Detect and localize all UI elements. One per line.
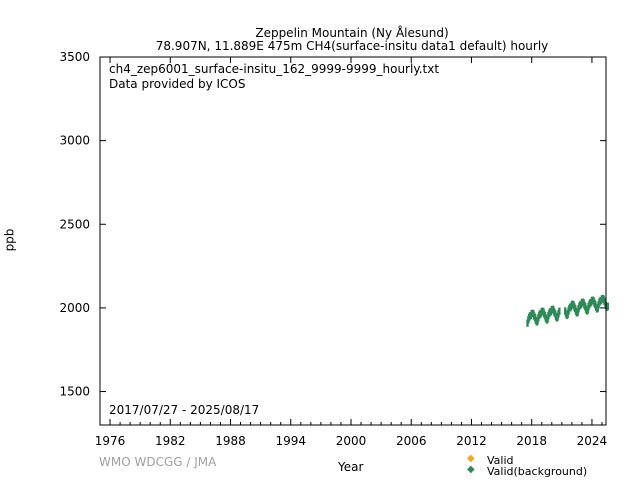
y-tick-label: 3000 — [59, 134, 90, 148]
file-label: ch4_zep6001_surface-insitu_162_9999-9999… — [109, 62, 440, 76]
plot-frame — [99, 56, 607, 426]
x-tick-label: 2018 — [516, 434, 547, 448]
y-tick-label: 3500 — [59, 50, 90, 64]
chart-subtitle: 78.907N, 11.889E 475m CH4(surface-insitu… — [155, 39, 549, 53]
credit-text: WMO WDCGG / JMA — [99, 455, 217, 469]
data-point — [558, 307, 561, 315]
legend-label-valid: Valid — [487, 454, 514, 467]
y-tick-label: 2000 — [59, 301, 90, 315]
legend-marker-valid: ◆ — [467, 453, 475, 464]
x-tick-label: 2024 — [577, 434, 608, 448]
provider-label: Data provided by ICOS — [109, 77, 246, 91]
x-tick-label: 1982 — [155, 434, 186, 448]
data-point — [606, 302, 610, 311]
x-tick-label: 2000 — [336, 434, 367, 448]
x-tick-label: 2006 — [396, 434, 427, 448]
period-label: 2017/07/27 - 2025/08/17 — [109, 403, 260, 417]
y-tick-label: 1500 — [59, 385, 90, 399]
x-axis-label: Year — [338, 460, 364, 474]
x-tick-label: 1988 — [215, 434, 246, 448]
chart-title: Zeppelin Mountain (Ny Ålesund) — [255, 26, 449, 40]
x-tick-label: 1976 — [95, 434, 126, 448]
legend-label-background: Valid(background) — [487, 465, 588, 478]
x-tick-label: 2012 — [456, 434, 487, 448]
y-tick-label: 2500 — [59, 217, 90, 231]
legend-marker-background: ◆ — [467, 464, 475, 475]
x-tick-label: 1994 — [275, 434, 306, 448]
